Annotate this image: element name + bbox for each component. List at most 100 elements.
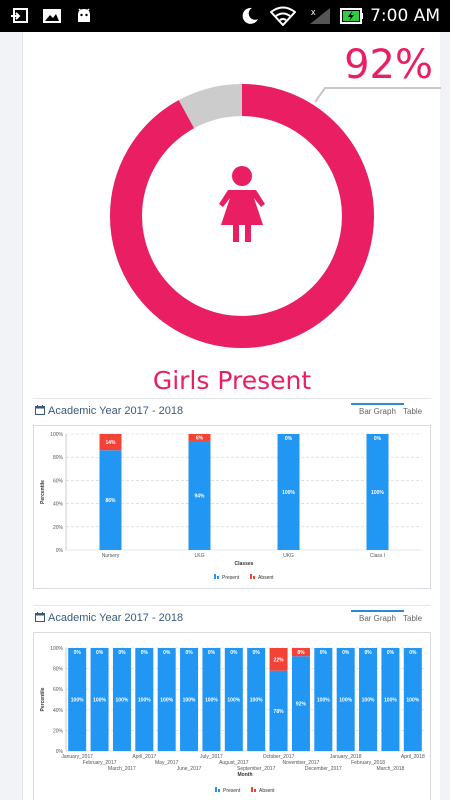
bar-present-label: 100%	[183, 698, 196, 704]
bar-absent-label: 22%	[274, 657, 285, 663]
chart-svg: 0% 20% 40% 60% 80% 100% Percentile 14% 86% Nurser…	[40, 432, 422, 581]
bar-absent-label: 8%	[297, 650, 305, 656]
x-tick-label: February_2017	[83, 760, 117, 766]
x-tick-label: January_2018	[330, 754, 362, 760]
wifi-icon	[270, 6, 296, 26]
bar-present-label: 78%	[274, 709, 285, 715]
bar-absent-label: 0%	[208, 650, 216, 656]
bar-present-label: 100%	[250, 698, 263, 704]
legend-label-absent: Absent	[259, 788, 275, 794]
bar-present	[359, 648, 378, 751]
bar-present-label: 100%	[160, 698, 173, 704]
x-tick-label: UKG	[283, 553, 294, 559]
bar-absent-label: 0%	[409, 650, 417, 656]
bar-absent	[99, 434, 122, 451]
bar-present	[366, 434, 389, 550]
legend-swatch-absent	[253, 576, 255, 579]
girl-icon	[219, 166, 265, 242]
bar-present	[202, 648, 221, 751]
legend-present: Present	[214, 574, 240, 581]
bar-present	[336, 648, 355, 751]
bar-present-label: 100%	[282, 490, 295, 496]
tab-table[interactable]: Table	[403, 614, 423, 623]
y-tick-label: 60%	[53, 478, 64, 484]
bar-present-label: 100%	[138, 698, 151, 704]
y-tick-label: 40%	[53, 708, 64, 714]
bar-absent-label: 14%	[105, 440, 116, 446]
x-tick-label: June_2017	[177, 766, 202, 772]
bar-present-label: 100%	[71, 698, 84, 704]
bar-present	[157, 648, 176, 751]
bar-absent-label: 0%	[374, 436, 382, 442]
bar-present	[180, 648, 199, 751]
x-tick-label: April_2017	[132, 754, 156, 760]
x-tick-label: February_2018	[351, 760, 385, 766]
donut-present-arc	[110, 84, 374, 348]
donut-callout-line	[314, 87, 441, 103]
input-method-icon	[11, 8, 28, 23]
y-tick-label: 60%	[53, 687, 64, 693]
x-tick-label: October_2017	[263, 754, 295, 760]
tab-bar-graph[interactable]: Bar Graph	[351, 610, 404, 625]
x-tick-label: March_2018	[377, 766, 405, 772]
chart-card-classes: Academic Year 2017 - 2018 Bar Graph Tabl…	[33, 398, 431, 598]
bar-present-label: 100%	[371, 490, 384, 496]
card-title: Academic Year 2017 - 2018	[35, 405, 183, 417]
x-tick-label: January_2017	[61, 754, 93, 760]
legend-swatch-present	[217, 576, 219, 579]
x-tick-label: September_2017	[237, 766, 276, 772]
card-title-text: Academic Year 2017 - 2018	[48, 405, 184, 417]
bar-absent-label: 0%	[118, 650, 126, 656]
legend-swatch-absent	[254, 789, 256, 792]
bar-present	[68, 648, 87, 751]
bar-present-label: 100%	[116, 698, 129, 704]
calendar-icon	[35, 612, 45, 622]
y-axis-label: Percentile	[40, 480, 46, 504]
x-tick-label: Class I	[370, 553, 385, 559]
bar-present	[403, 648, 422, 751]
x-tick-label: November_2017	[282, 760, 319, 766]
bar-absent-label: 0%	[185, 650, 193, 656]
y-tick-label: 80%	[53, 455, 64, 461]
legend-label-present: Present	[222, 575, 240, 581]
legend-swatch-present	[214, 574, 216, 579]
bar-present-label: 100%	[317, 698, 330, 704]
x-tick-label: August_2017	[219, 760, 249, 766]
status-time: 7:00 AM	[370, 6, 440, 26]
card-title: Academic Year 2017 - 2018	[35, 612, 183, 624]
content-panel: 92% Girls Present Academic Year 2017 - 2…	[22, 32, 441, 800]
tab-table[interactable]: Table	[403, 407, 423, 416]
calendar-icon	[35, 405, 45, 415]
bar-absent-label: 0%	[230, 650, 238, 656]
bar-present	[188, 440, 211, 550]
bar-present-label: 86%	[105, 498, 116, 504]
x-tick-label: December_2017	[305, 766, 342, 772]
legend-swatch-present	[218, 789, 220, 792]
bar-present-label: 92%	[296, 702, 307, 708]
x-tick-label: LKG	[194, 553, 204, 559]
image-icon	[43, 9, 61, 23]
y-tick-label: 0%	[56, 749, 64, 755]
bar-absent-label: 0%	[253, 650, 261, 656]
legend-label-present: Present	[223, 788, 241, 794]
bar-present-label: 100%	[384, 698, 397, 704]
x-tick-label: May_2017	[155, 760, 179, 766]
x-axis-label: Month	[238, 772, 253, 778]
bar-present-label: 100%	[205, 698, 218, 704]
bar-absent-label: 0%	[342, 650, 350, 656]
bar-present	[99, 450, 122, 550]
y-tick-label: 0%	[56, 548, 64, 554]
tab-bar-graph[interactable]: Bar Graph	[351, 403, 404, 418]
x-axis-label: Classes	[235, 561, 254, 567]
bar-absent-label: 6%	[196, 435, 204, 441]
legend-label-absent: Absent	[258, 575, 274, 581]
legend-swatch-absent	[250, 574, 252, 579]
chart-card-months: Academic Year 2017 - 2018 Bar Graph Tabl…	[33, 605, 431, 800]
x-tick-label: Nursery	[102, 553, 120, 559]
girls-present-label: Girls Present	[152, 366, 312, 395]
bar-absent-label: 0%	[141, 650, 149, 656]
bar-absent-label: 0%	[364, 650, 372, 656]
x-tick-label: March_2017	[108, 766, 136, 772]
x-tick-label: April_2018	[401, 754, 425, 760]
bar-present	[381, 648, 400, 751]
